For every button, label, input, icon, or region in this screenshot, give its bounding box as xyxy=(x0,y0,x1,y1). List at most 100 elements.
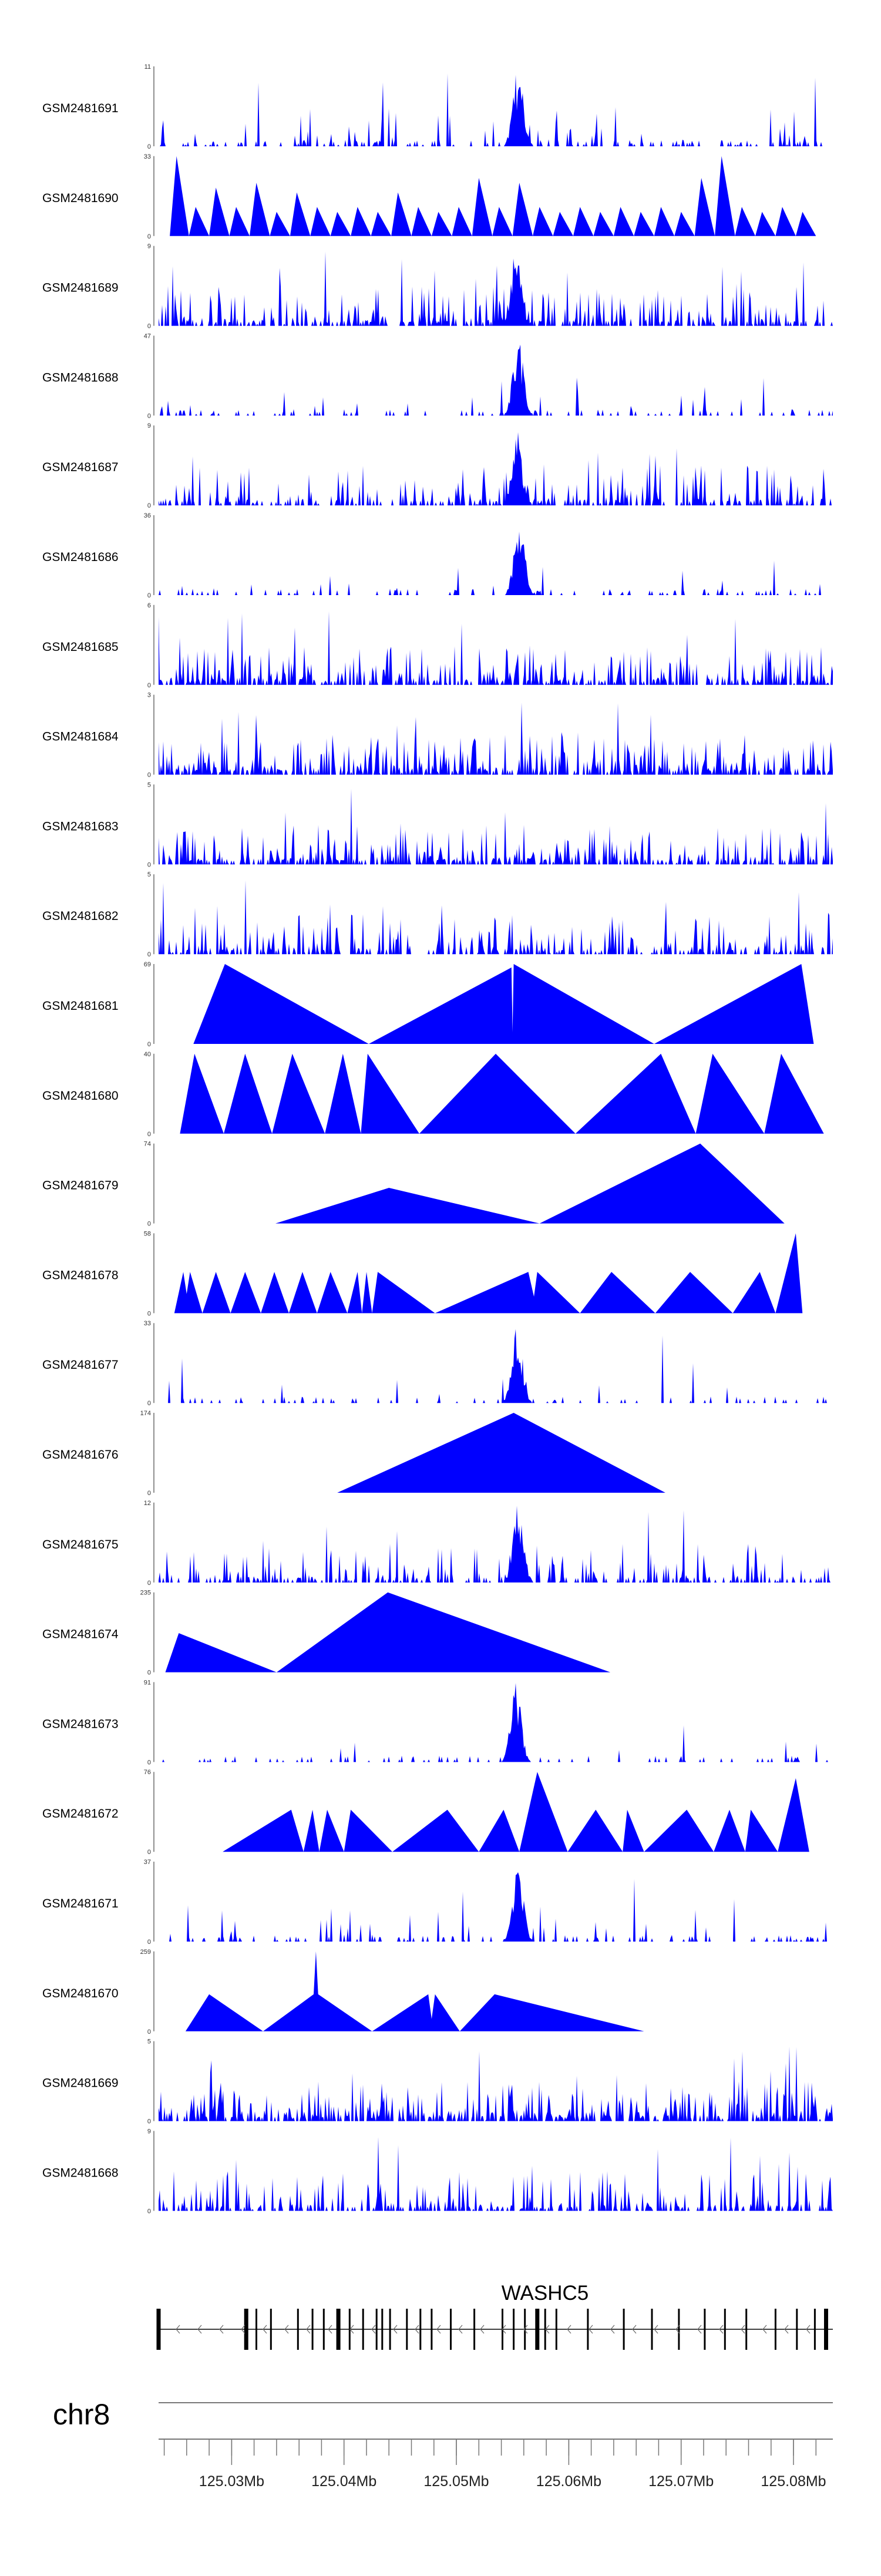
track-GSM2481689: GSM2481689 9 0 xyxy=(42,243,833,330)
coverage-area xyxy=(223,1772,809,1852)
coverage-area xyxy=(170,156,816,236)
y-tick-label-min: 0 xyxy=(147,502,151,509)
track-GSM2481684: GSM2481684 3 0 xyxy=(42,692,833,779)
coverage-area xyxy=(180,1053,824,1134)
strand-arrow xyxy=(523,2325,528,2334)
track-label: GSM2481672 xyxy=(42,1807,119,1821)
y-tick-label-max: 69 xyxy=(144,961,151,968)
track-label: GSM2481690 xyxy=(42,192,119,205)
coverage-area xyxy=(185,1951,644,2031)
track-GSM2481686: GSM2481686 36 0 xyxy=(42,512,833,599)
track-label: GSM2481685 xyxy=(42,640,119,654)
coverage-area xyxy=(159,432,833,506)
coverage-area xyxy=(174,1233,803,1314)
y-tick-label-min: 0 xyxy=(147,2028,151,2036)
track-label: GSM2481676 xyxy=(42,1448,119,1462)
track-GSM2481676: GSM2481676 174 0 xyxy=(42,1410,665,1497)
y-tick-label-min: 0 xyxy=(147,772,151,779)
y-tick-label-min: 0 xyxy=(147,1221,151,1228)
track-label: GSM2481669 xyxy=(42,2077,119,2090)
exon xyxy=(375,2309,378,2350)
y-tick-label-max: 91 xyxy=(144,1679,151,1686)
coverage-area xyxy=(159,2046,833,2121)
strand-arrow xyxy=(176,2325,180,2334)
track-GSM2481690: GSM2481690 33 0 xyxy=(42,153,816,240)
track-GSM2481685: GSM2481685 6 0 xyxy=(42,602,833,689)
strand-arrow xyxy=(806,2325,811,2334)
axis-tick-label: 125.04Mb xyxy=(311,2473,376,2490)
y-tick-label-max: 174 xyxy=(140,1410,151,1417)
exon xyxy=(678,2309,680,2350)
track-label: GSM2481687 xyxy=(42,461,119,474)
exon xyxy=(450,2309,452,2350)
exon xyxy=(389,2309,391,2350)
y-tick-label-min: 0 xyxy=(147,1580,151,1587)
coverage-area xyxy=(159,1872,833,1942)
y-tick-label-min: 0 xyxy=(147,1310,151,1317)
y-tick-label-max: 76 xyxy=(144,1769,151,1776)
track-label: GSM2481675 xyxy=(42,1538,119,1551)
strand-arrow xyxy=(675,2325,680,2334)
coverage-area xyxy=(159,531,833,595)
y-tick-label-min: 0 xyxy=(147,861,151,868)
track-GSM2481681: GSM2481681 69 0 xyxy=(42,961,814,1048)
exon xyxy=(774,2309,776,2350)
track-label: GSM2481688 xyxy=(42,371,119,384)
track-GSM2481669: GSM2481669 5 0 xyxy=(42,2038,833,2125)
strand-arrow xyxy=(545,2325,550,2334)
exon xyxy=(544,2309,546,2350)
axis-tick-label: 125.03Mb xyxy=(199,2473,264,2490)
y-tick-label-min: 0 xyxy=(147,2118,151,2125)
chromosome-track: chr8 xyxy=(53,2398,833,2431)
y-tick-label-max: 74 xyxy=(144,1141,151,1148)
coverage-area xyxy=(159,703,833,775)
y-tick-label-max: 58 xyxy=(144,1230,151,1237)
exon xyxy=(704,2309,706,2350)
strand-arrow xyxy=(197,2325,202,2334)
coverage-area xyxy=(159,788,833,865)
y-tick-label-max: 36 xyxy=(144,512,151,519)
exon xyxy=(270,2309,272,2350)
y-tick-label-max: 3 xyxy=(147,692,151,699)
track-GSM2481688: GSM2481688 47 0 xyxy=(42,333,833,419)
exon xyxy=(813,2309,816,2350)
coverage-area xyxy=(159,2137,833,2211)
exon xyxy=(824,2309,828,2350)
track-label: GSM2481674 xyxy=(42,1628,119,1641)
coverage-area xyxy=(193,964,814,1044)
exon xyxy=(381,2309,384,2350)
y-tick-label-max: 6 xyxy=(147,602,151,609)
track-GSM2481679: GSM2481679 74 0 xyxy=(42,1141,785,1228)
track-label: GSM2481686 xyxy=(42,550,119,564)
strand-arrow xyxy=(263,2325,267,2334)
track-label: GSM2481677 xyxy=(42,1358,119,1372)
y-tick-label-max: 33 xyxy=(144,153,151,160)
coverage-area xyxy=(159,1329,833,1403)
coverage-area xyxy=(159,611,833,685)
exon xyxy=(796,2309,798,2350)
strand-arrow xyxy=(632,2325,637,2334)
chromosome-label: chr8 xyxy=(53,2398,110,2431)
y-tick-label-max: 235 xyxy=(140,1590,151,1597)
exon xyxy=(406,2309,408,2350)
track-GSM2481672: GSM2481672 76 0 xyxy=(42,1769,809,1856)
strand-arrow xyxy=(284,2325,289,2334)
exon xyxy=(362,2309,364,2350)
strand-arrow xyxy=(567,2325,571,2334)
strand-arrow xyxy=(697,2325,702,2334)
exon xyxy=(745,2309,748,2350)
coverage-area xyxy=(159,344,833,416)
axis-tick-label: 125.06Mb xyxy=(536,2473,601,2490)
strand-arrow xyxy=(741,2325,745,2334)
exon xyxy=(244,2309,248,2350)
track-label: GSM2481668 xyxy=(42,2166,119,2179)
track-GSM2481691: GSM2481691 11 0 xyxy=(42,63,833,150)
track-GSM2481671: GSM2481671 37 0 xyxy=(42,1859,833,1946)
coverage-area xyxy=(275,1143,785,1224)
coverage-area xyxy=(159,880,833,955)
coverage-area xyxy=(337,1413,665,1493)
exon xyxy=(535,2309,540,2350)
coverage-area xyxy=(165,1592,611,1672)
